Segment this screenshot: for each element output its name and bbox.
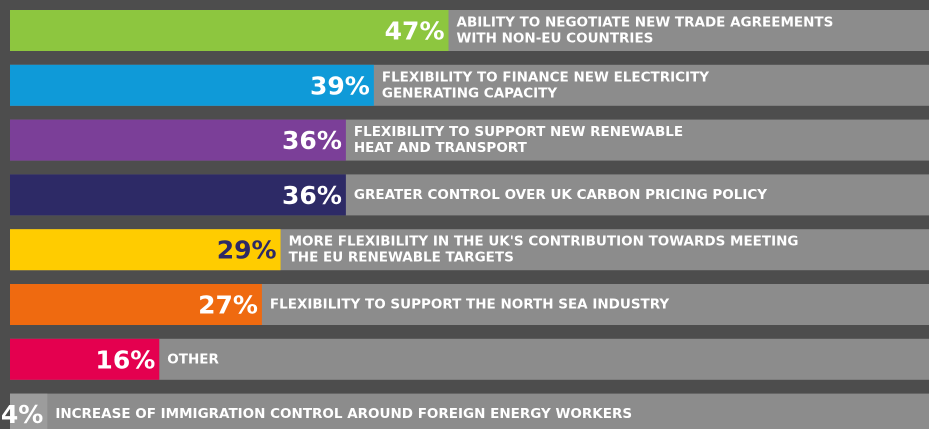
category-label: FLEXIBILITY TO SUPPORT NEW RENEWABLE — [354, 124, 683, 140]
bar — [10, 64, 374, 106]
category-label: FLEXIBILITY TO FINANCE NEW ELECTRICITY — [382, 69, 709, 85]
category-label: GREATER CONTROL OVER UK CARBON PRICING P… — [354, 187, 767, 203]
value-label: 16% — [95, 345, 155, 374]
category-label: INCREASE OF IMMIGRATION CONTROL AROUND F… — [55, 406, 632, 422]
category-label: MORE FLEXIBILITY IN THE UK'S CONTRIBUTIO… — [289, 234, 799, 250]
bar — [10, 229, 281, 271]
category-label: GENERATING CAPACITY — [382, 85, 558, 101]
category-label: HEAT AND TRANSPORT — [354, 140, 528, 156]
category-label: FLEXIBILITY TO SUPPORT THE NORTH SEA IND… — [270, 297, 670, 313]
category-label: ABILITY TO NEGOTIATE NEW TRADE AGREEMENT… — [457, 15, 834, 31]
category-label: OTHER — [167, 351, 219, 367]
bar-track — [10, 393, 929, 429]
bar — [10, 119, 346, 161]
bar — [10, 174, 346, 216]
value-label: 27% — [198, 291, 258, 320]
value-label: 36% — [282, 181, 342, 210]
value-label: 36% — [282, 126, 342, 155]
bar — [10, 284, 262, 325]
category-label: WITH NON-EU COUNTRIES — [457, 31, 654, 47]
bar — [10, 338, 160, 380]
value-label: 47% — [385, 17, 445, 46]
bar — [10, 393, 48, 429]
value-label: 39% — [310, 71, 370, 100]
category-label: THE EU RENEWABLE TARGETS — [289, 250, 514, 266]
value-label: 29% — [217, 236, 277, 265]
value-label: 4% — [1, 400, 43, 429]
bar-track — [10, 338, 929, 380]
bar — [10, 10, 449, 51]
